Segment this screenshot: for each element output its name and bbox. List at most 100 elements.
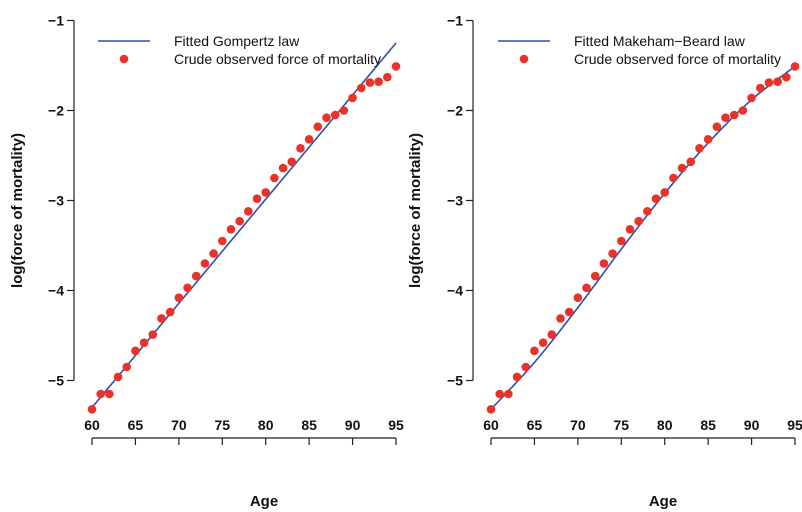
makeham-beard-panel: −5 −4 −3 −2 −1 60 65 70 75 80 85 90 95 Age log(force o… <box>407 13 802 511</box>
data-point <box>296 144 305 153</box>
data-point <box>235 216 244 226</box>
data-point <box>339 106 349 115</box>
x-tick-label: 60 <box>84 417 100 433</box>
data-point <box>643 207 652 216</box>
data-point <box>209 249 218 258</box>
data-point <box>270 173 279 183</box>
data-point <box>157 314 166 323</box>
data-point <box>686 157 696 167</box>
x-tick-label: 70 <box>171 417 187 433</box>
data-point <box>782 72 791 82</box>
data-point <box>677 163 687 173</box>
fitted-curve <box>91 42 397 409</box>
legend-label: Fitted Gompertz law <box>174 33 300 49</box>
data-point <box>148 330 158 339</box>
legend-label: Fitted Makeham−Beard law <box>574 33 746 49</box>
x-tick-label: 85 <box>700 417 716 433</box>
data-point <box>330 110 340 120</box>
data-point <box>773 77 782 86</box>
y-tick-label: −4 <box>447 283 463 299</box>
data-point <box>287 157 297 167</box>
data-point <box>131 346 140 356</box>
x-axis-title: Age <box>649 493 677 510</box>
data-point <box>556 314 565 323</box>
data-point <box>573 293 583 303</box>
data-point <box>383 72 392 82</box>
data-point <box>564 307 574 317</box>
data-point <box>590 271 600 281</box>
x-tick-label: 95 <box>388 417 404 433</box>
data-point <box>87 405 97 414</box>
data-point <box>105 389 114 399</box>
data-point <box>616 236 626 246</box>
x-tick-label: 90 <box>345 417 361 433</box>
data-point <box>538 338 548 348</box>
y-tick-label: −5 <box>447 373 463 389</box>
data-point <box>729 110 739 120</box>
data-point <box>261 188 271 197</box>
data-point <box>217 236 227 246</box>
data-point <box>504 389 513 399</box>
data-point <box>530 346 539 356</box>
y-tick-label: −2 <box>447 103 463 119</box>
data-point <box>322 113 331 122</box>
x-tick-label: 60 <box>483 417 499 433</box>
y-axis-title: log(force of mortality) <box>407 133 424 288</box>
x-tick-label: 80 <box>657 417 673 433</box>
data-point <box>183 283 192 293</box>
legend-label: Crude observed force of mortality <box>174 51 381 67</box>
x-tick-label: 75 <box>613 417 629 433</box>
data-point <box>512 372 522 382</box>
x-tick-label: 80 <box>258 417 274 433</box>
data-point <box>139 338 149 348</box>
y-axis-title: log(force of mortality) <box>9 133 26 288</box>
data-point <box>486 405 496 414</box>
fitted-curve <box>490 65 796 410</box>
data-point <box>96 389 105 399</box>
data-point <box>764 78 774 87</box>
x-tick-label: 95 <box>787 417 802 433</box>
y-tick-label: −3 <box>48 193 64 209</box>
data-point <box>703 135 713 144</box>
y-tick-label: −1 <box>48 13 64 29</box>
data-point <box>252 194 262 203</box>
data-point <box>721 113 730 122</box>
legend-label: Crude observed force of mortality <box>574 51 781 67</box>
data-point <box>122 362 132 372</box>
x-tick-label: 75 <box>214 417 230 433</box>
gompertz-panel: −5 −4 −3 −2 −1 60 65 70 75 80 85 90 95 Age log(force o… <box>9 13 404 511</box>
x-tick-label: 65 <box>527 417 543 433</box>
y-tick-label: −4 <box>48 283 64 299</box>
x-tick-label: 70 <box>570 417 586 433</box>
data-point <box>191 271 201 281</box>
data-point <box>113 372 123 382</box>
data-point <box>244 207 253 216</box>
data-point <box>547 330 557 339</box>
x-tick-label: 65 <box>128 417 144 433</box>
data-point <box>625 225 635 234</box>
data-point <box>608 249 617 258</box>
data-point <box>348 93 357 103</box>
data-point <box>599 259 609 268</box>
data-point <box>356 83 366 93</box>
data-point <box>365 78 375 87</box>
data-point <box>374 77 383 86</box>
data-point <box>304 135 314 144</box>
data-point <box>391 62 401 71</box>
data-point <box>200 259 210 268</box>
data-point <box>669 173 678 183</box>
data-point <box>660 188 670 197</box>
data-point <box>278 163 288 173</box>
data-point <box>651 194 661 203</box>
y-tick-label: −3 <box>447 193 463 209</box>
x-axis-title: Age <box>250 493 278 510</box>
data-point <box>790 62 800 71</box>
data-point <box>634 216 643 226</box>
data-point <box>495 389 504 399</box>
y-tick-label: −1 <box>447 13 463 29</box>
data-point <box>738 106 748 115</box>
data-point <box>313 122 323 131</box>
legend-point-swatch <box>519 54 529 64</box>
y-tick-label: −2 <box>48 103 64 119</box>
